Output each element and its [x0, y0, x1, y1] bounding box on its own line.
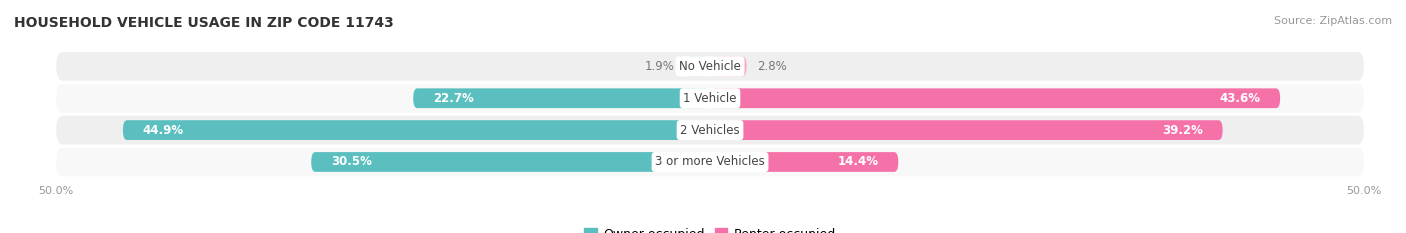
FancyBboxPatch shape [122, 120, 710, 140]
FancyBboxPatch shape [710, 120, 1223, 140]
Text: No Vehicle: No Vehicle [679, 60, 741, 73]
Text: 39.2%: 39.2% [1163, 123, 1204, 137]
Text: HOUSEHOLD VEHICLE USAGE IN ZIP CODE 11743: HOUSEHOLD VEHICLE USAGE IN ZIP CODE 1174… [14, 16, 394, 30]
Text: 2 Vehicles: 2 Vehicles [681, 123, 740, 137]
FancyBboxPatch shape [56, 84, 1364, 113]
FancyBboxPatch shape [56, 116, 1364, 144]
FancyBboxPatch shape [413, 88, 710, 108]
FancyBboxPatch shape [710, 56, 747, 76]
FancyBboxPatch shape [710, 152, 898, 172]
Text: 30.5%: 30.5% [330, 155, 371, 168]
Text: 1.9%: 1.9% [645, 60, 675, 73]
Legend: Owner-occupied, Renter-occupied: Owner-occupied, Renter-occupied [579, 223, 841, 233]
Text: 44.9%: 44.9% [142, 123, 184, 137]
Text: Source: ZipAtlas.com: Source: ZipAtlas.com [1274, 16, 1392, 26]
FancyBboxPatch shape [56, 52, 1364, 81]
Text: 14.4%: 14.4% [838, 155, 879, 168]
Text: 2.8%: 2.8% [756, 60, 787, 73]
FancyBboxPatch shape [685, 56, 710, 76]
Text: 3 or more Vehicles: 3 or more Vehicles [655, 155, 765, 168]
Text: 22.7%: 22.7% [433, 92, 474, 105]
FancyBboxPatch shape [56, 148, 1364, 176]
FancyBboxPatch shape [311, 152, 710, 172]
Text: 1 Vehicle: 1 Vehicle [683, 92, 737, 105]
Text: 43.6%: 43.6% [1219, 92, 1261, 105]
FancyBboxPatch shape [710, 88, 1279, 108]
